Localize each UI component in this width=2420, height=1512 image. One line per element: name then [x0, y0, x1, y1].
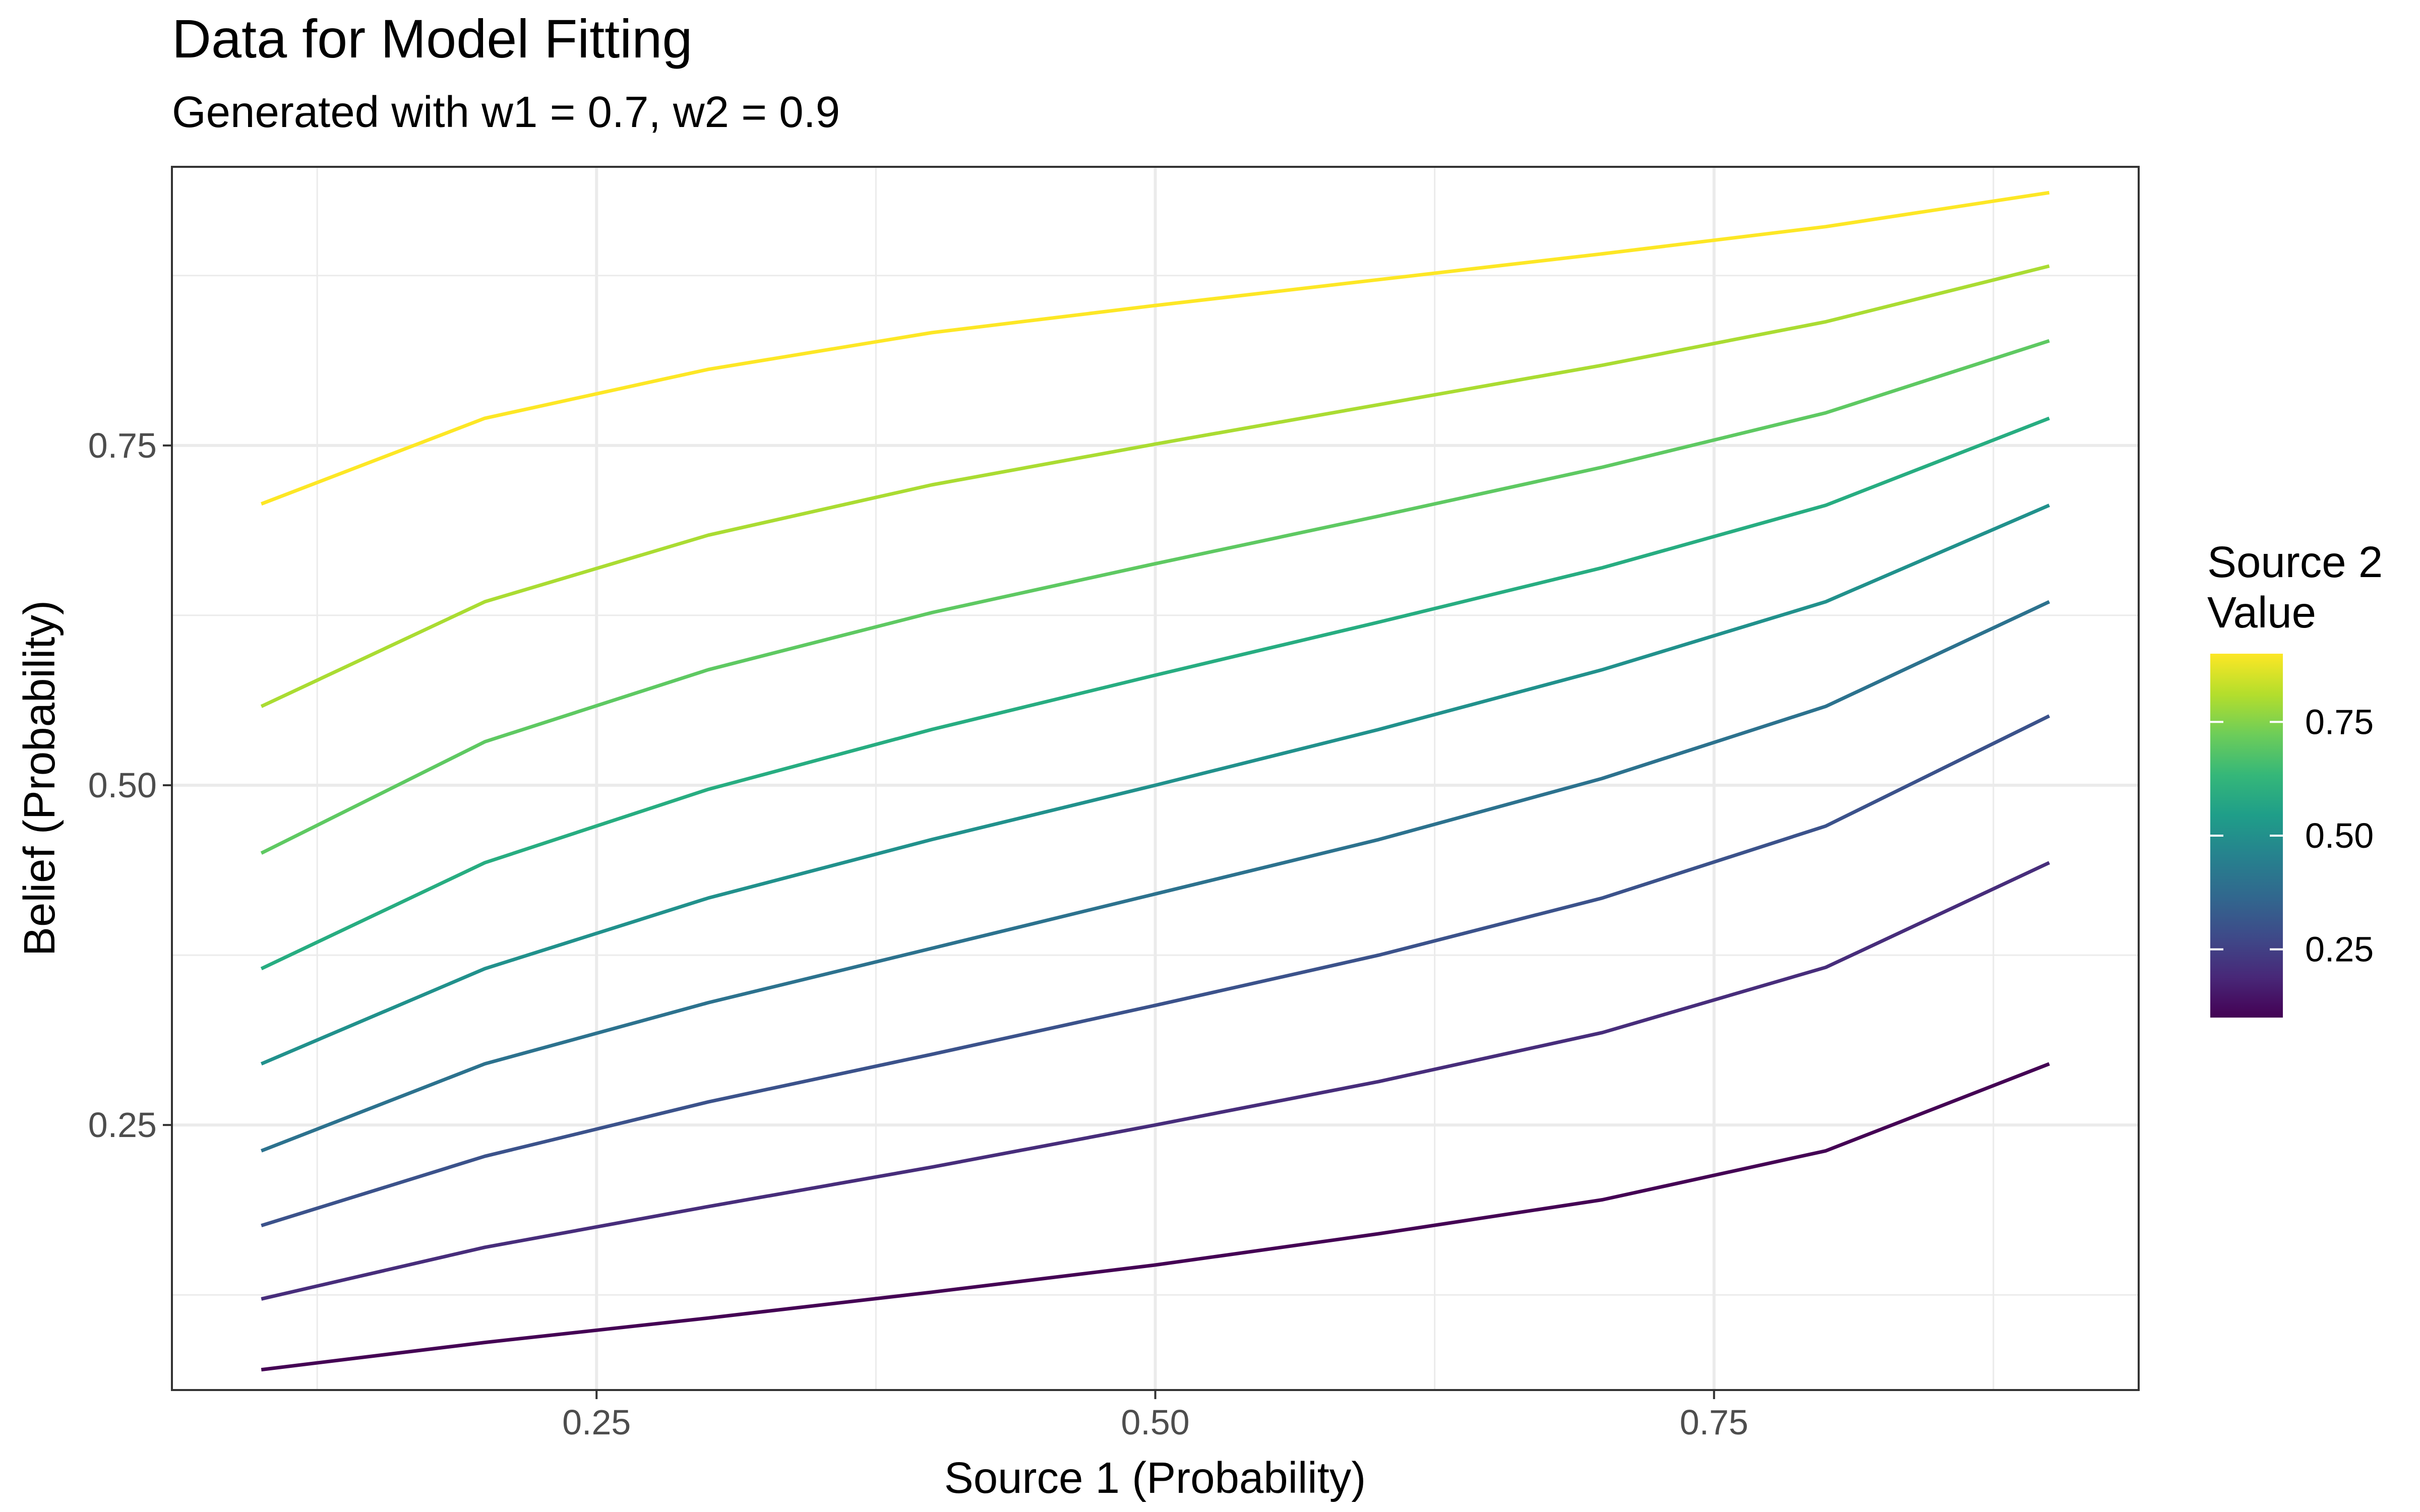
y-tick-label: 0.75: [88, 426, 157, 465]
x-axis-title: Source 1 (Probability): [944, 1454, 1366, 1502]
y-tick-label: 0.25: [88, 1105, 157, 1145]
series-line: [260, 339, 2050, 855]
series-line: [260, 416, 2050, 971]
x-axis: 0.25 0.50 0.75: [562, 1390, 1748, 1442]
series-line: [261, 1062, 2050, 1372]
series-line: [260, 503, 2050, 1066]
series-line: [261, 861, 2050, 1301]
legend-tick-label: 0.75: [2305, 702, 2374, 741]
x-tick-label: 0.50: [1121, 1403, 1189, 1442]
legend-title-line-1: Source 2: [2207, 538, 2383, 587]
legend-ticks: 0.25 0.50 0.75: [2210, 702, 2374, 969]
series-line: [261, 191, 2050, 506]
y-tick-label: 0.50: [88, 766, 157, 805]
chart-title: Data for Model Fitting: [172, 8, 692, 69]
series-line: [261, 714, 2050, 1228]
legend-tick-label: 0.25: [2305, 930, 2374, 969]
y-axis-title: Belief (Probability): [15, 600, 64, 956]
legend: Source 2 Value 0.25 0.50 0.75: [2207, 538, 2383, 1018]
y-axis: 0.25 0.50 0.75: [88, 426, 172, 1145]
legend-title-line-2: Value: [2207, 588, 2316, 637]
x-tick-label: 0.25: [562, 1403, 631, 1442]
series-line: [260, 264, 2050, 708]
legend-tick-label: 0.50: [2305, 816, 2374, 855]
series-lines: [260, 191, 2050, 1372]
plot-panel: [171, 166, 2140, 1391]
series-line: [261, 600, 2050, 1153]
chart-subtitle: Generated with w1 = 0.7, w2 = 0.9: [172, 88, 840, 137]
x-tick-label: 0.75: [1680, 1403, 1748, 1442]
